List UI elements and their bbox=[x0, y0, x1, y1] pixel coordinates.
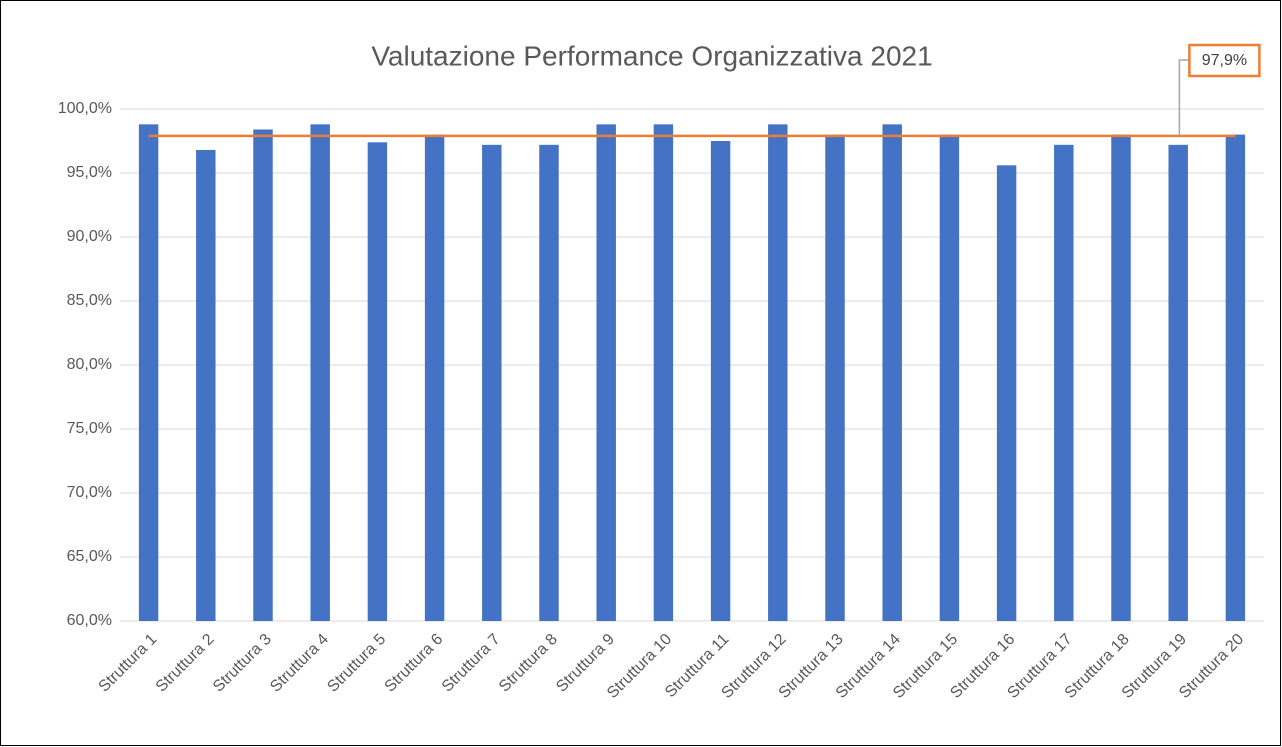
y-tick-label: 90,0% bbox=[67, 228, 112, 245]
y-tick-label: 70,0% bbox=[67, 484, 112, 501]
bar bbox=[710, 141, 731, 621]
bar bbox=[1225, 134, 1246, 621]
bar bbox=[1111, 134, 1131, 621]
bar bbox=[196, 149, 216, 621]
bar bbox=[310, 124, 330, 622]
bar bbox=[1054, 144, 1074, 621]
y-tick-label: 60,0% bbox=[67, 612, 112, 629]
bar bbox=[768, 124, 788, 622]
y-tick-label: 85,0% bbox=[67, 292, 112, 309]
bar bbox=[1168, 144, 1188, 621]
bar bbox=[882, 124, 902, 622]
y-tick-label: 65,0% bbox=[67, 548, 112, 565]
bar bbox=[825, 134, 845, 621]
callout-box bbox=[1188, 43, 1261, 78]
callout-leader bbox=[1178, 59, 1190, 136]
bar bbox=[253, 129, 273, 622]
bar bbox=[424, 134, 445, 621]
bar bbox=[482, 144, 502, 621]
callout-label: 97,9% bbox=[1202, 52, 1247, 69]
bar bbox=[939, 134, 960, 621]
y-tick-label: 75,0% bbox=[67, 420, 112, 437]
bar bbox=[539, 144, 559, 621]
y-tick-label: 100,0% bbox=[58, 100, 112, 117]
bar bbox=[138, 124, 159, 622]
chart-title: Valutazione Performance Organizzativa 20… bbox=[371, 40, 932, 71]
bar bbox=[596, 124, 616, 622]
y-tick-label: 80,0% bbox=[67, 356, 112, 373]
bar bbox=[367, 142, 388, 621]
y-tick-label: 95,0% bbox=[67, 164, 112, 181]
bar bbox=[996, 165, 1017, 621]
bar bbox=[653, 124, 674, 622]
